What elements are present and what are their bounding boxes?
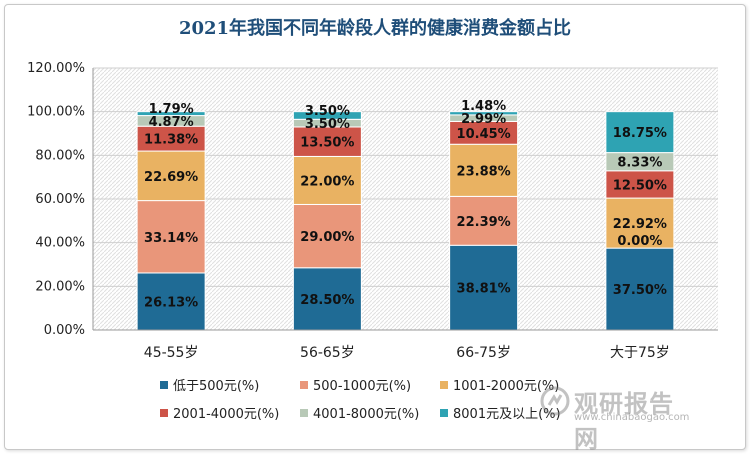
data-label: 0.00% [617,234,662,249]
bar-segment [136,272,206,331]
legend-label: 4001-8000元(%) [313,407,419,422]
data-label: 33.14% [144,231,198,246]
data-label: 3.50% [305,104,350,119]
y-tick-label: 60.00% [35,192,85,207]
y-tick-label: 40.00% [35,236,85,251]
bar-segment [292,126,362,157]
watermark-logo-icon [540,386,570,416]
data-labels: 26.13% 33.14% 22.69% 11.38% 4.87%1.79% 28.50%… [144,99,667,310]
axes: 0.00% 20.00% 40.00% 60.00% 80.00% 100.00% 120.… [27,61,718,361]
legend-label: 8001元及以上(%) [453,407,561,422]
watermark-url: www.chinabaogao.com [574,412,690,423]
y-tick-label: 120.00% [27,61,85,76]
bar-segment [136,111,206,117]
data-label: 22.00% [300,174,354,189]
data-label: 28.50% [300,293,354,308]
bar-segment [449,143,519,197]
y-tick-label: 20.00% [35,279,85,294]
data-label: 38.81% [457,282,511,297]
data-label: 1.79% [149,102,194,117]
legend-swatch [440,409,448,417]
bar-segment [292,111,362,120]
bar-segment [292,155,362,205]
bar-segment [605,111,675,154]
bar-segment [605,197,675,249]
data-label: 3.50% [305,117,350,132]
bar-segment [136,125,206,152]
legend-swatch [300,381,308,389]
chart-title: 2021年我国不同年龄段人群的健康消费金额占比 [178,18,572,39]
data-label: 22.92% [613,217,667,232]
data-label: 23.88% [457,164,511,179]
x-category-label: 45-55岁 [144,345,199,361]
legend-swatch [300,409,308,417]
data-label: 2.99% [461,112,506,127]
y-tick-label: 0.00% [44,323,85,338]
bar-segment [449,111,519,116]
bar-segment [605,170,675,199]
legend-swatch [440,381,448,389]
legend: 低于500元(%) 500-1000元(%) 1001-2000元(%) 2001-4… [160,379,561,422]
data-label: 13.50% [300,136,354,151]
watermark: 观研报告网 www.chinabaogao.com [540,384,690,453]
data-label: 4.87% [149,115,194,130]
x-category-label: 56-65岁 [300,345,355,361]
bar-segment [136,150,206,202]
bar-segment [136,200,206,274]
bar-segment [292,203,362,269]
data-label: 12.50% [613,178,667,193]
data-label: 37.50% [613,283,667,298]
data-label: 10.45% [457,127,511,142]
legend-label: 2001-4000元(%) [173,407,279,422]
legend-label: 1001-2000元(%) [453,379,559,394]
data-label: 22.69% [144,170,198,185]
legend-swatch [160,409,168,417]
bar-segment [605,247,675,331]
data-label: 29.00% [300,230,354,245]
watermark-text: 观研报告网 [574,390,674,453]
data-label: 18.75% [613,126,667,141]
legend-label: 500-1000元(%) [313,379,411,394]
legend-swatch [160,381,168,389]
data-label: 26.13% [144,295,198,310]
x-category-label: 大于75岁 [610,345,670,361]
data-label: 1.48% [461,99,506,114]
data-label: 22.39% [457,215,511,230]
bar-segment [449,195,519,246]
x-category-label: 66-75岁 [456,345,511,361]
y-tick-label: 100.00% [27,105,85,120]
data-label: 8.33% [617,156,662,171]
data-label: 11.38% [144,133,198,148]
y-tick-label: 80.00% [35,148,85,163]
legend-label: 低于500元(%) [173,379,259,394]
bars [136,111,675,331]
bar-segment [292,267,362,331]
